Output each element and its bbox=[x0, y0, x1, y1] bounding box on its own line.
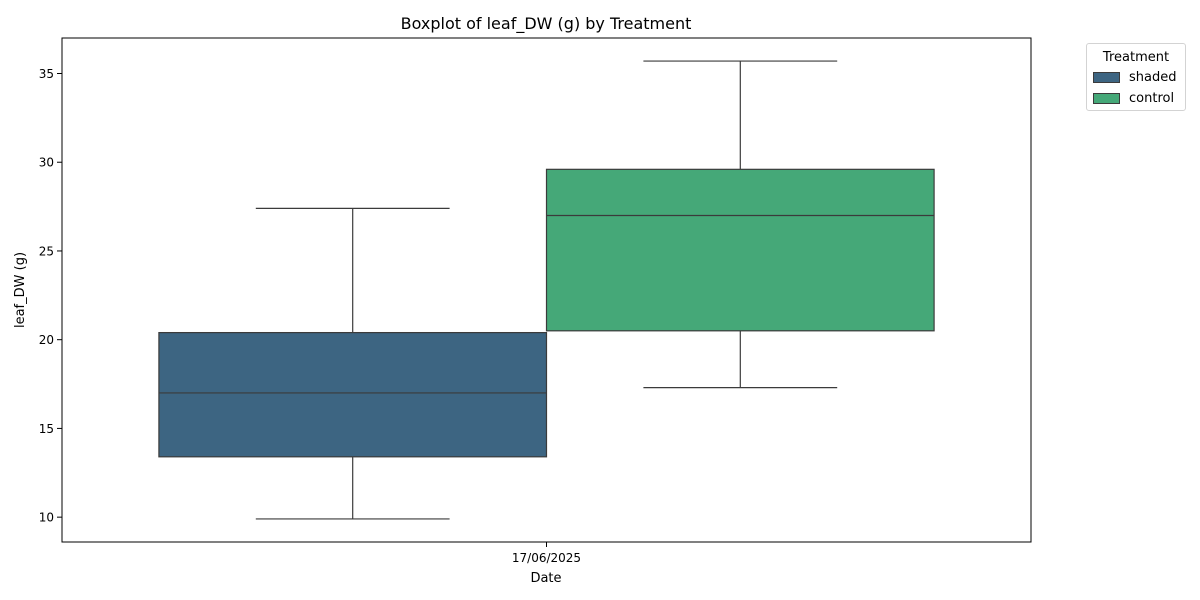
x-tick-label: 17/06/2025 bbox=[512, 551, 581, 565]
plot-frame bbox=[61, 37, 1032, 543]
box-shaded bbox=[158, 331, 548, 458]
legend-title: Treatment bbox=[1102, 50, 1170, 65]
y-axis-label: leaf_DW (g) bbox=[13, 252, 28, 328]
legend-label-shaded: shaded bbox=[1129, 70, 1177, 85]
legend-swatch-shaded bbox=[1093, 72, 1120, 83]
y-tick-label: 15 bbox=[39, 422, 54, 436]
legend-entry-shaded: shaded bbox=[1087, 67, 1185, 88]
y-tick-label: 30 bbox=[39, 156, 54, 170]
legend-label-control: control bbox=[1129, 91, 1175, 106]
x-axis-label: Date bbox=[530, 571, 561, 586]
y-tick-label: 20 bbox=[39, 333, 54, 347]
y-tick-label: 10 bbox=[39, 511, 54, 525]
legend-entry-control: control bbox=[1087, 88, 1185, 109]
legend-swatch-control bbox=[1093, 93, 1120, 104]
y-tick-label: 25 bbox=[39, 244, 54, 258]
box-control bbox=[545, 168, 935, 332]
legend: Treatment shaded control bbox=[1086, 43, 1186, 111]
chart-title: Boxplot of leaf_DW (g) by Treatment bbox=[401, 14, 692, 34]
y-tick-label: 35 bbox=[39, 67, 54, 81]
